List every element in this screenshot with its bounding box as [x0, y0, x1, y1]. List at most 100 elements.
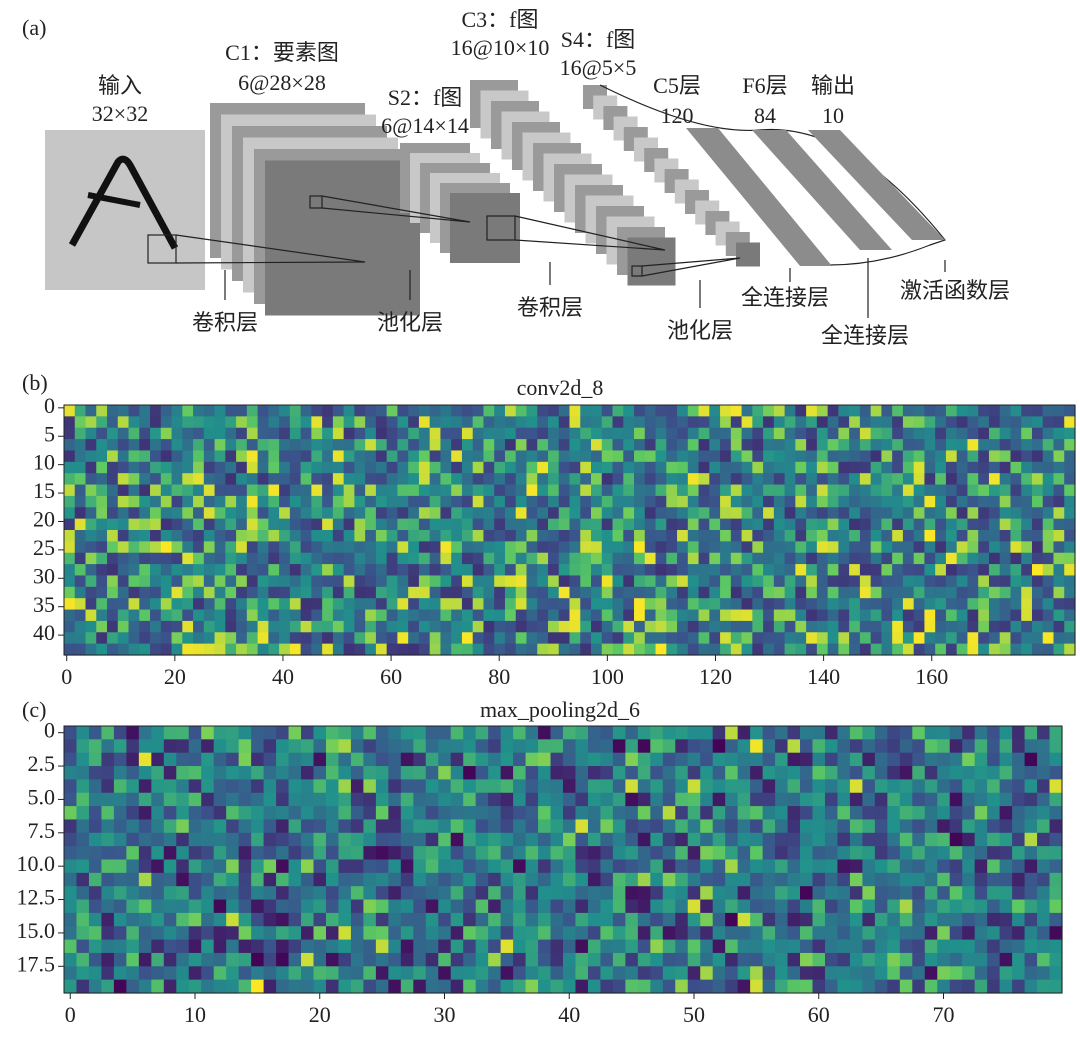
heatmap-texture: [365, 552, 377, 565]
heatmap-texture: [463, 739, 477, 754]
heatmap-texture: [354, 643, 366, 656]
heatmap-texture: [494, 552, 506, 565]
heatmap-texture: [461, 564, 474, 577]
heatmap-texture: [171, 620, 183, 633]
heatmap-texture: [526, 632, 538, 645]
heatmap-texture: [214, 586, 226, 599]
heatmap-texture: [795, 484, 807, 497]
heatmap-texture: [550, 819, 564, 834]
heatmap-texture: [85, 530, 97, 542]
heatmap-texture: [892, 450, 904, 463]
heatmap-texture: [720, 541, 732, 554]
heatmap-texture: [85, 405, 97, 417]
heatmap-texture: [787, 872, 801, 887]
heatmap-texture: [730, 620, 743, 633]
heatmap-texture: [64, 859, 78, 874]
heatmap-texture: [862, 792, 876, 807]
heatmap-texture: [163, 872, 177, 887]
heatmap-texture: [440, 484, 452, 497]
heatmap-texture: [650, 912, 664, 927]
heatmap-texture: [113, 766, 127, 780]
heatmap-texture: [956, 427, 969, 440]
heatmap-texture: [827, 473, 839, 486]
heatmap-texture: [313, 779, 327, 794]
heatmap-texture: [558, 507, 571, 520]
heatmap-texture: [513, 872, 527, 887]
heatmap-texture: [547, 632, 560, 645]
heatmap-texture: [276, 886, 290, 901]
heatmap-texture: [725, 726, 739, 740]
heatmap-texture: [655, 439, 667, 452]
heatmap-texture: [677, 416, 689, 429]
heatmap-texture: [892, 416, 904, 429]
heatmap-texture: [268, 564, 280, 577]
heatmap-texture: [488, 939, 502, 954]
heatmap-texture: [737, 726, 751, 740]
heatmap-texture: [623, 427, 635, 440]
heatmap-texture: [737, 886, 751, 901]
heatmap-texture: [182, 643, 194, 656]
heatmap-texture: [1053, 620, 1065, 633]
heatmap-texture: [1064, 552, 1076, 565]
heatmap-texture: [750, 792, 764, 807]
heatmap-texture: [257, 427, 269, 440]
heatmap-texture: [375, 620, 388, 633]
heatmap-texture: [483, 461, 495, 474]
heatmap-texture: [332, 643, 345, 656]
heatmap-texture: [150, 427, 162, 440]
heatmap-texture: [775, 966, 789, 981]
heatmap-texture: [655, 473, 667, 486]
heatmap-texture: [662, 726, 676, 740]
heatmap-texture: [978, 643, 990, 656]
heatmap-texture: [787, 859, 801, 874]
heatmap-texture: [824, 739, 839, 754]
heatmap-texture: [126, 832, 140, 847]
heatmap-texture: [937, 886, 951, 901]
heatmap-texture: [824, 886, 839, 901]
heatmap-texture: [440, 575, 452, 588]
heatmap-texture: [787, 979, 801, 994]
heatmap-texture: [812, 846, 826, 861]
heatmap-texture: [193, 495, 205, 508]
heatmap-texture: [849, 739, 863, 754]
heatmap-texture: [806, 575, 818, 588]
heatmap-texture: [838, 484, 850, 497]
heatmap-texture: [537, 564, 549, 577]
fc-band: [808, 130, 945, 240]
heatmap-texture: [587, 766, 602, 780]
heatmap-texture: [279, 507, 291, 520]
heatmap-texture: [113, 726, 127, 740]
heatmap-texture: [475, 939, 489, 954]
heatmap-texture: [569, 609, 581, 622]
heatmap-texture: [612, 779, 626, 794]
layer-title: C5层: [653, 73, 701, 98]
heatmap-texture: [188, 872, 202, 887]
heatmap-texture: [343, 416, 355, 429]
heatmap-texture: [408, 552, 420, 565]
heatmap-texture: [698, 632, 710, 645]
heatmap-texture: [1021, 609, 1033, 622]
heatmap-texture: [974, 966, 988, 981]
heatmap-texture: [350, 752, 364, 767]
heatmap-texture: [289, 530, 302, 542]
heatmap-texture: [849, 792, 863, 807]
heatmap-texture: [500, 726, 514, 740]
heatmap-texture: [725, 899, 739, 914]
heatmap-texture: [1021, 484, 1033, 497]
heatmap-texture: [88, 979, 103, 994]
heatmap-texture: [558, 427, 571, 440]
heatmap-texture: [962, 806, 976, 821]
heatmap-texture: [849, 832, 863, 847]
heatmap-texture: [494, 530, 506, 542]
heatmap-texture: [88, 819, 103, 834]
heatmap-texture: [472, 541, 485, 554]
heatmap-texture: [575, 926, 589, 941]
heatmap-texture: [827, 586, 839, 599]
heatmap-texture: [784, 564, 796, 577]
heatmap-texture: [289, 416, 302, 429]
x-tick-label: 60: [808, 1002, 830, 1027]
heatmap-texture: [279, 461, 291, 474]
heatmap-texture: [730, 473, 743, 486]
heatmap-texture: [625, 926, 639, 941]
heatmap-texture: [698, 507, 710, 520]
